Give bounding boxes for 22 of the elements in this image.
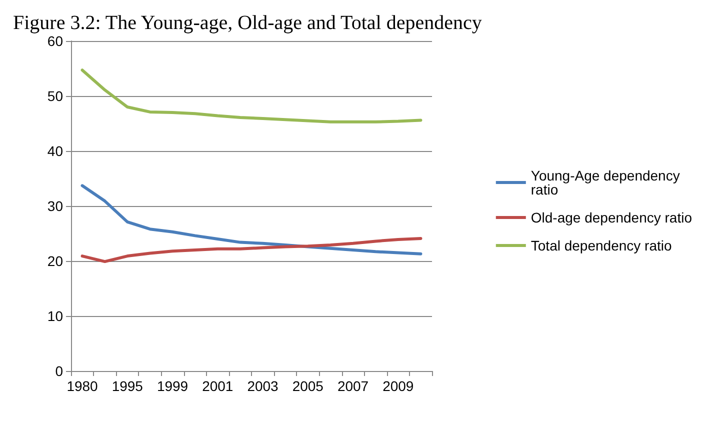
legend-label: Young-Age dependency ratio [530,168,684,198]
legend-label: Total dependency ratio [530,238,672,254]
x-tick-label: 1999 [156,378,188,394]
legend-label: Old-age dependency ratio [530,210,692,226]
y-tick-label: 60 [47,33,64,49]
y-tick-label: 40 [47,143,64,159]
x-tick-label: 1980 [66,378,98,394]
line-series [80,236,422,264]
x-tick-label: 2005 [292,378,324,394]
y-tick-label: 30 [47,198,64,214]
line-series [80,68,422,124]
y-tick-label: 20 [47,253,64,269]
line-series [80,184,422,256]
chart-title: Figure 3.2: The Young-age, Old-age and Total dependency [13,12,482,34]
x-tick-label: 2007 [337,378,369,394]
x-tick-label: 2001 [202,378,234,394]
x-tick-label: 2009 [382,378,414,394]
x-tick-label: 1995 [112,378,144,394]
y-tick-label: 0 [55,363,64,379]
y-tick-label: 10 [47,308,64,324]
y-tick-label: 50 [47,88,64,104]
x-tick-label: 2003 [247,378,279,394]
